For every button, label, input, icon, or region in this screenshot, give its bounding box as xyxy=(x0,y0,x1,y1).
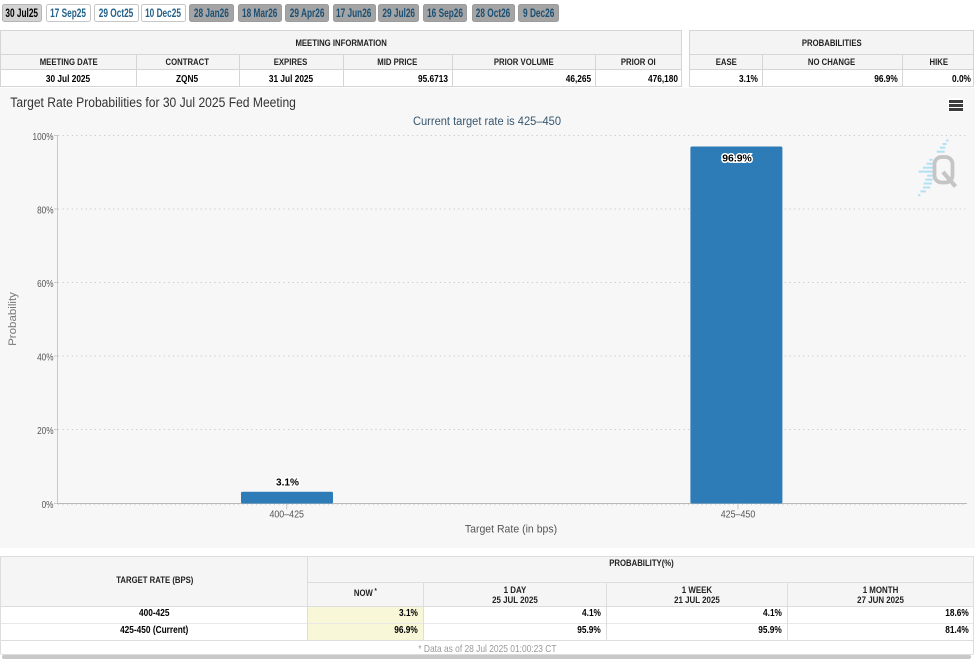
svg-text:425–450: 425–450 xyxy=(721,510,756,521)
svg-text:0%: 0% xyxy=(42,500,54,511)
svg-text:20%: 20% xyxy=(37,426,53,437)
svg-text:Current target rate is 425–450: Current target rate is 425–450 xyxy=(413,116,561,128)
svg-text:100%: 100% xyxy=(33,132,54,143)
svg-text:Target Rate (in bps): Target Rate (in bps) xyxy=(465,524,557,536)
svg-text:Probability: Probability xyxy=(7,292,19,346)
svg-text:96.9%: 96.9% xyxy=(722,152,752,164)
svg-text:40%: 40% xyxy=(37,353,53,364)
svg-text:Target Rate Probabilities for: Target Rate Probabilities for 30 Jul 202… xyxy=(10,95,296,110)
svg-text:3.1%: 3.1% xyxy=(276,476,300,488)
svg-text:400–425: 400–425 xyxy=(269,510,304,521)
svg-text:60%: 60% xyxy=(37,279,53,290)
svg-text:80%: 80% xyxy=(37,206,53,217)
